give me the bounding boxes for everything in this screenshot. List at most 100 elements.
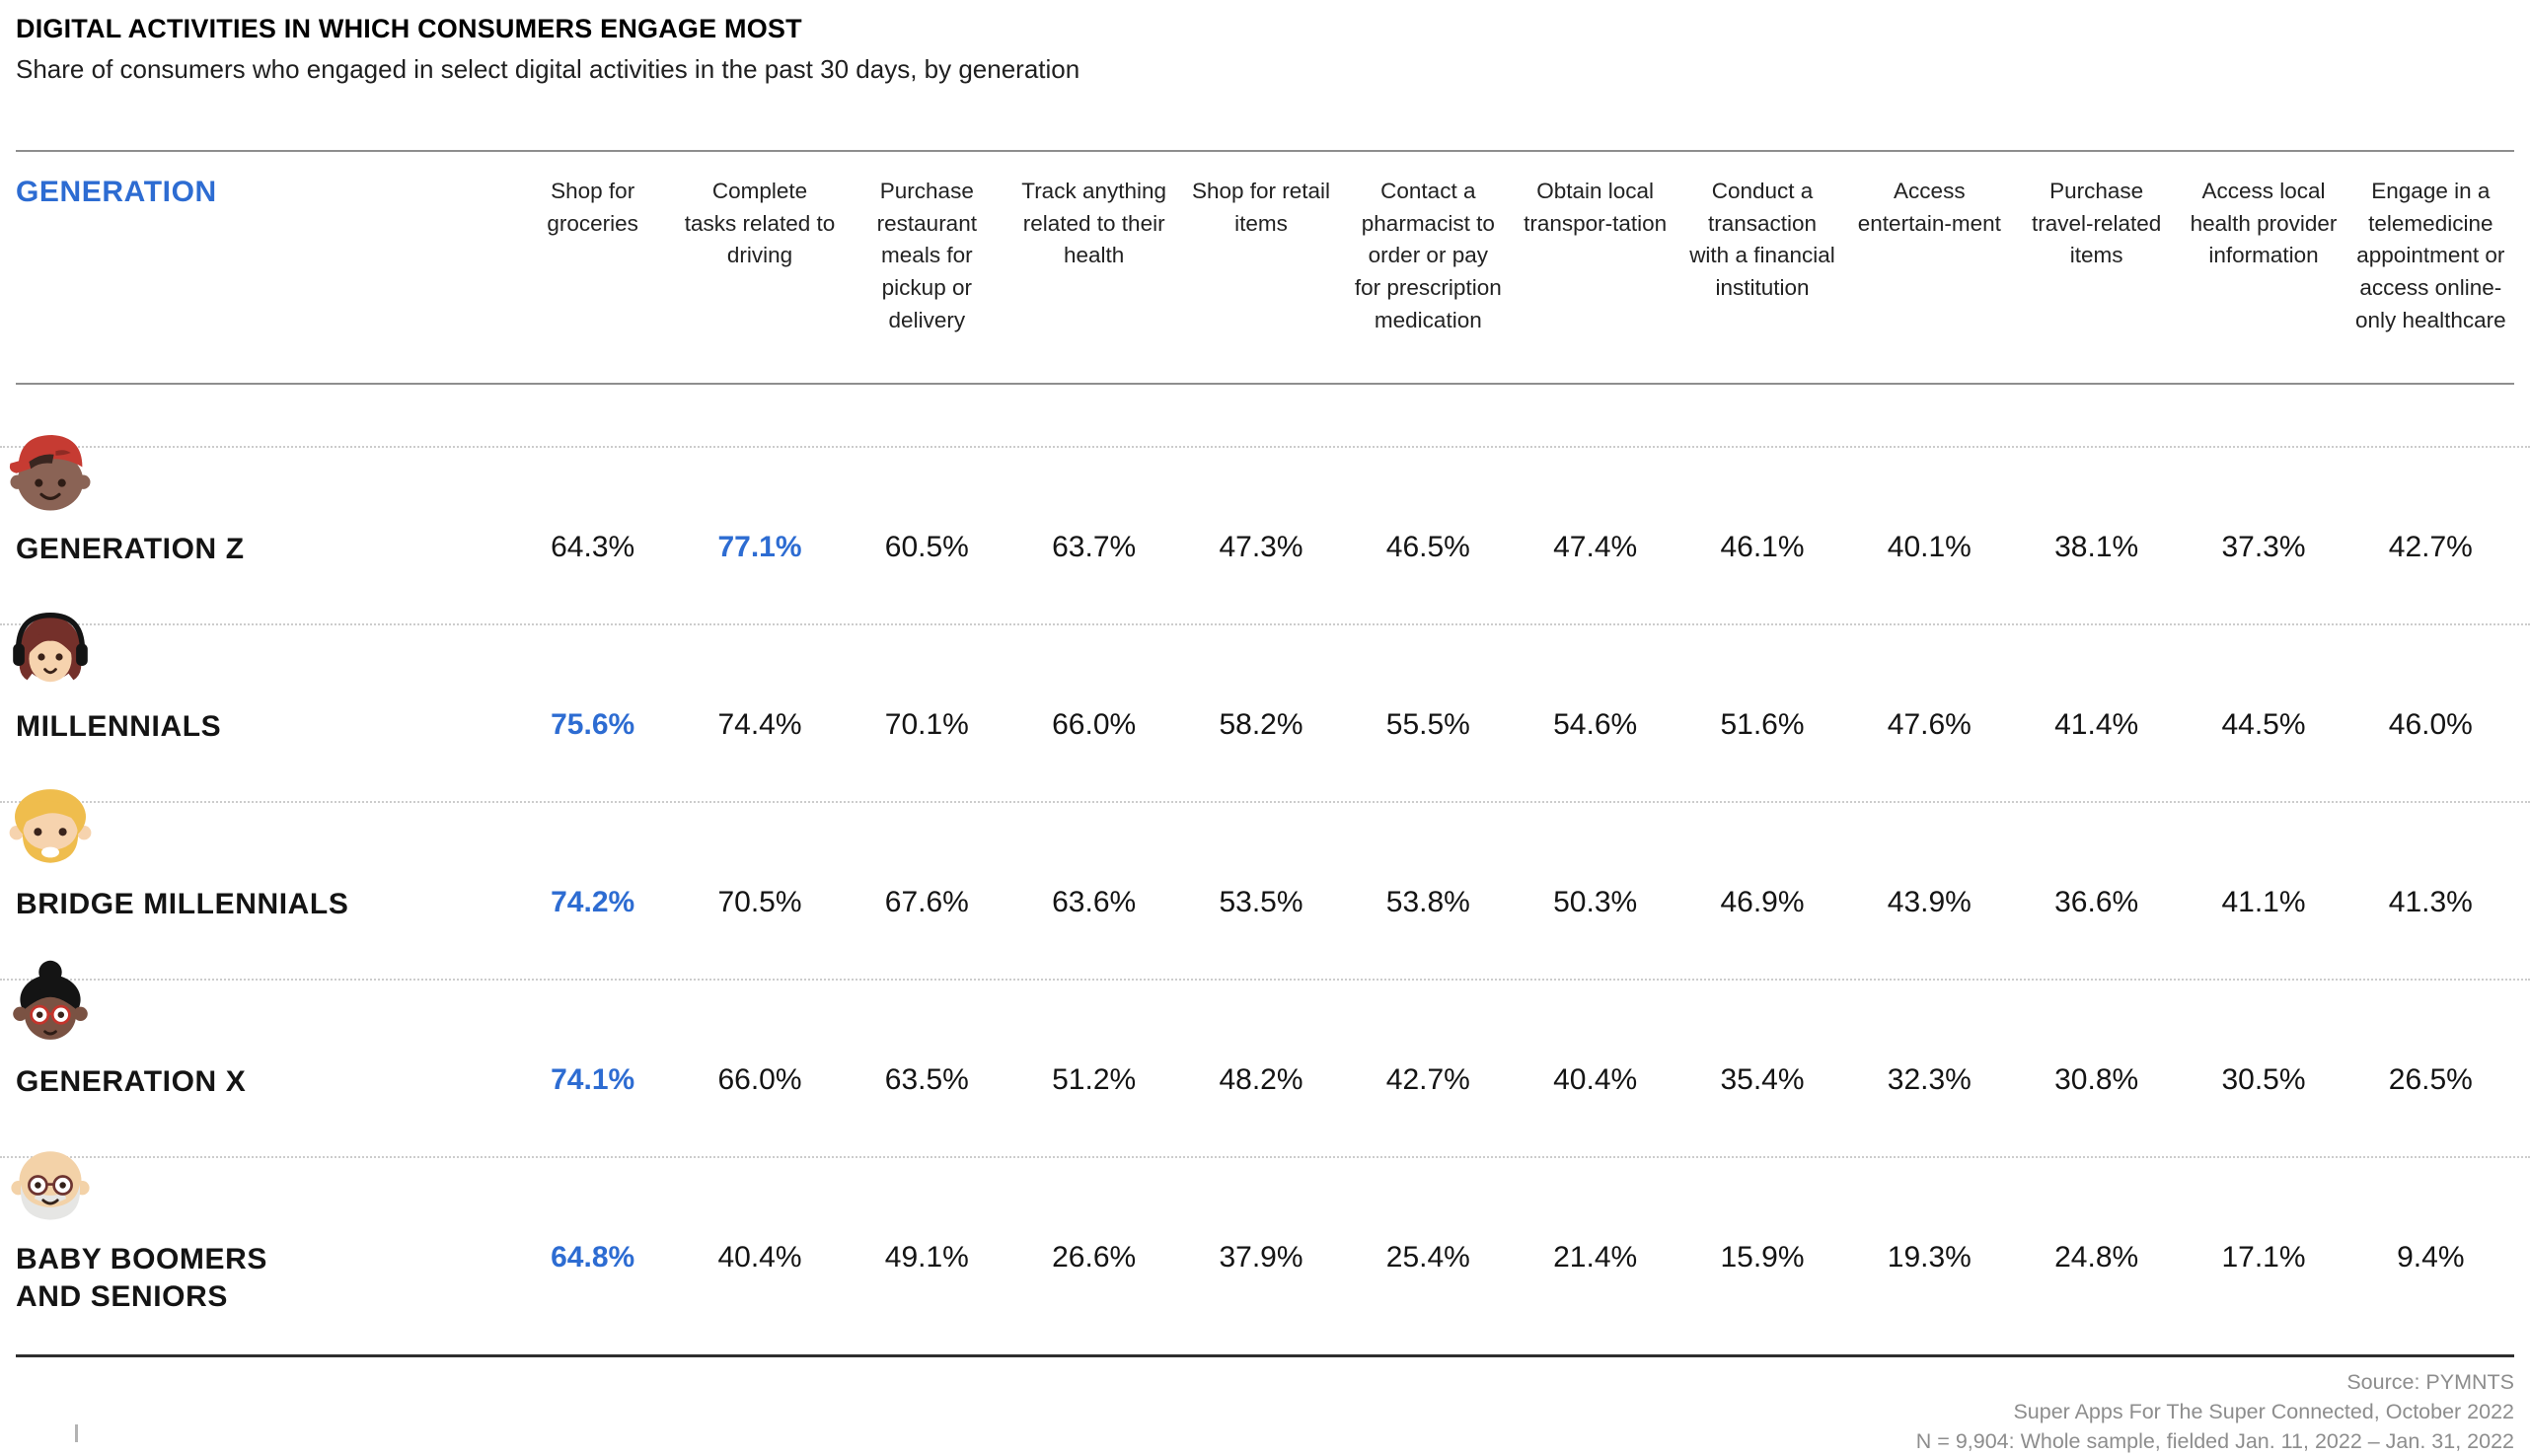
column-header-financial-transaction: Conduct a transaction with a financial i… [1689,179,1835,300]
value-cell: 46.5% [1385,531,1470,563]
row-divider [0,1156,2530,1158]
baby-boomers-avatar-icon [11,1151,90,1220]
row-divider [0,623,2530,625]
column-header-local-transportation: Obtain local transpor-tation [1524,179,1668,236]
table-row-generation-x: GENERATION X 74.1% 66.0% 63.5% 51.2% 48.… [0,917,2530,1098]
row-divider [0,446,2530,448]
value-cell: 74.2% [551,886,635,918]
value-cell: 35.4% [1720,1063,1805,1096]
value-cell: 51.6% [1720,708,1805,741]
value-cell: 21.4% [1553,1241,1638,1274]
value-cell: 32.3% [1887,1063,1972,1096]
value-cell: 41.1% [2221,886,2306,918]
value-cell: 66.0% [1052,708,1137,741]
value-cell: 36.6% [2054,886,2139,918]
gen-x-avatar-icon [13,960,88,1040]
value-cell: 40.1% [1887,531,1972,563]
value-cell: 24.8% [2054,1241,2139,1274]
bridge-millennials-avatar-icon [9,789,92,863]
value-cell: 42.7% [1385,1063,1470,1096]
value-cell: 53.8% [1385,886,1470,918]
value-cell: 40.4% [1553,1063,1638,1096]
row-label: GENERATION Z [16,533,245,565]
value-cell: 63.6% [1052,886,1137,918]
value-cell: 30.8% [2054,1063,2139,1096]
value-cell: 46.1% [1720,531,1805,563]
page-subtitle: Share of consumers who engaged in select… [16,54,1080,84]
value-cell: 37.3% [2221,531,2306,563]
value-cell: 30.5% [2221,1063,2306,1096]
value-cell: 49.1% [884,1241,969,1274]
table-header-row: GENERATION Shop for groceries Complete t… [16,150,2514,385]
value-cell: 41.3% [2388,886,2473,918]
footer: Source: PYMNTS Super Apps For The Super … [16,1354,2514,1453]
value-cell: 47.4% [1553,531,1638,563]
column-header-shop-groceries: Shop for groceries [547,179,638,236]
generation-activities-table: GENERATION Shop for groceries Complete t… [0,150,2530,1354]
value-cell: 40.4% [717,1241,802,1274]
value-cell: 38.1% [2054,531,2139,563]
value-cell: 50.3% [1553,886,1638,918]
table-row-bridge-millennials: BRIDGE MILLENNIALS 74.2% 70.5% 67.6% 63.… [0,740,2530,920]
value-cell: 48.2% [1219,1063,1303,1096]
value-cell: 64.3% [551,531,635,563]
source-line: Super Apps For The Super Connected, Octo… [2013,1400,2514,1424]
value-cell: 43.9% [1887,886,1972,918]
value-cell: 66.0% [717,1063,802,1096]
value-cell: 60.5% [884,531,969,563]
row-label: BABY BOOMERS AND SENIORS [16,1243,268,1313]
column-header-telemedicine: Engage in a telemedicine appointment or … [2355,179,2506,332]
value-cell: 63.5% [884,1063,969,1096]
column-header-travel-items: Purchase travel-related items [2032,179,2162,268]
value-cell: 15.9% [1720,1241,1805,1274]
value-cell: 19.3% [1887,1241,1972,1274]
stray-cursor-mark [75,1424,78,1442]
column-header-health-provider-info: Access local health provider information [2190,179,2338,268]
value-cell: 55.5% [1385,708,1470,741]
value-cell: 46.0% [2388,708,2473,741]
value-cell: 70.1% [884,708,969,741]
value-cell: 47.6% [1887,708,1972,741]
value-cell: 42.7% [2388,531,2473,563]
value-cell: 26.5% [2388,1063,2473,1096]
table-row-baby-boomers: BABY BOOMERS AND SENIORS 64.8% 40.4% 49.… [0,1095,2530,1354]
column-header-restaurant-meals: Purchase restaurant meals for pickup or … [876,179,977,332]
value-cell: 75.6% [551,708,635,741]
value-cell: 64.8% [551,1241,635,1274]
value-cell: 67.6% [884,886,969,918]
column-header-driving-tasks: Complete tasks related to driving [684,179,836,268]
source-attribution: Source: PYMNTS Super Apps For The Super … [1916,1367,2514,1456]
value-cell: 9.4% [2397,1241,2465,1274]
gen-z-avatar-icon [9,435,91,511]
value-cell: 44.5% [2221,708,2306,741]
row-divider [0,801,2530,803]
row-label: BRIDGE MILLENNIALS [16,888,349,920]
source-line: N = 9,904: Whole sample, fielded Jan. 11… [1915,1429,2514,1454]
page-title: DIGITAL ACTIVITIES IN WHICH CONSUMERS EN… [16,14,802,43]
value-cell: 37.9% [1219,1241,1303,1274]
value-cell: 47.3% [1219,531,1303,563]
row-label: MILLENNIALS [16,710,222,743]
value-cell: 51.2% [1052,1063,1137,1096]
row-divider [0,979,2530,981]
column-header-retail-items: Shop for retail items [1191,179,1331,236]
column-header-track-health: Track anything related to their health [1021,179,1167,268]
value-cell: 41.4% [2054,708,2139,741]
title-block: DIGITAL ACTIVITIES IN WHICH CONSUMERS EN… [0,0,2530,150]
value-cell: 74.4% [717,708,802,741]
value-cell: 63.7% [1052,531,1137,563]
value-cell: 46.9% [1720,886,1805,918]
column-header-entertainment: Access entertain-ment [1857,179,2001,236]
column-header-pharmacist: Contact a pharmacist to order or pay for… [1354,179,1502,332]
value-cell: 77.1% [717,531,802,563]
value-cell: 74.1% [551,1063,635,1096]
value-cell: 58.2% [1219,708,1303,741]
value-cell: 53.5% [1219,886,1303,918]
generation-column-header: GENERATION [16,176,217,208]
value-cell: 17.1% [2221,1241,2306,1274]
source-line: Source: PYMNTS [2346,1370,2514,1394]
millennials-avatar-icon [13,612,88,683]
value-cell: 70.5% [717,886,802,918]
table-row-millennials: MILLENNIALS 75.6% 74.4% 70.1% 66.0% 58.2… [0,562,2530,743]
